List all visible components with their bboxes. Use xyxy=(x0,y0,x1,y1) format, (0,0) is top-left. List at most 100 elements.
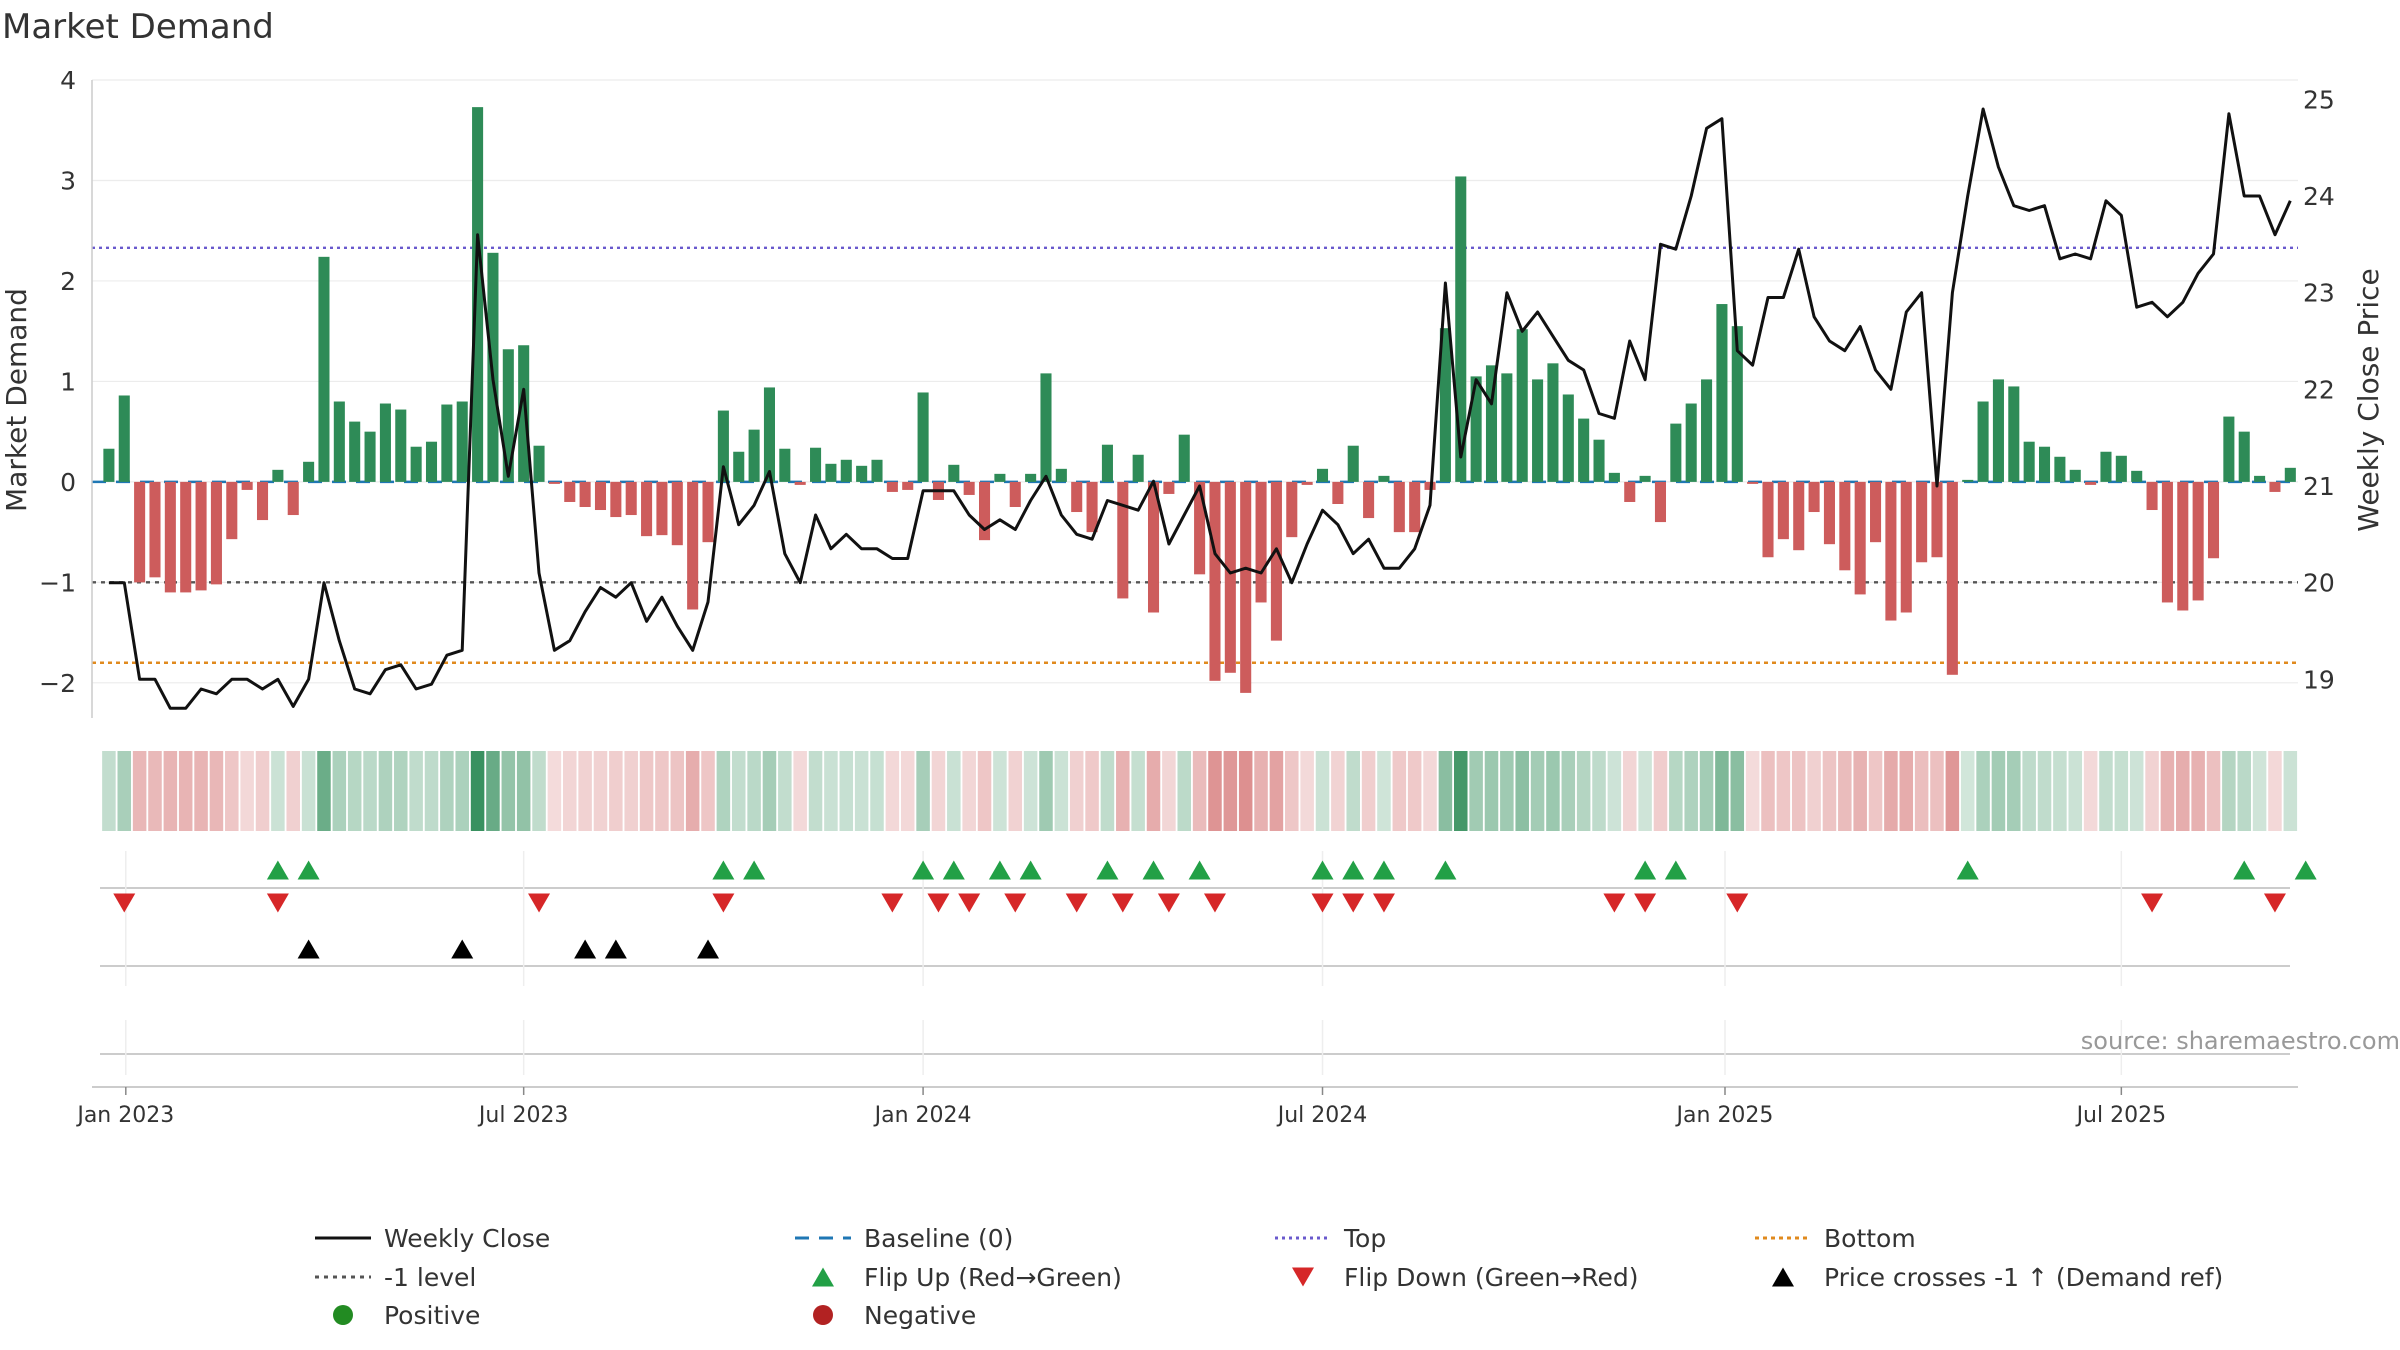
source-credit: source: sharemaestro.com xyxy=(2081,1027,2400,1055)
flip-down-marker xyxy=(1634,893,1657,913)
demand-bar xyxy=(1793,481,1805,551)
demand-bar xyxy=(1777,481,1789,540)
demand-bar xyxy=(1501,373,1513,482)
heat-cell xyxy=(1192,751,1207,831)
heat-cell xyxy=(363,751,377,831)
flip-down-marker xyxy=(528,893,551,913)
demand-bar xyxy=(1301,481,1313,485)
demand-bar xyxy=(779,448,791,482)
legend-swatch-positive xyxy=(333,1305,353,1325)
heat-cell xyxy=(1361,751,1376,831)
heat-cell xyxy=(2176,751,2190,831)
demand-bar xyxy=(1992,379,2004,482)
heat-cell xyxy=(1653,751,1668,831)
heat-cell xyxy=(409,751,423,831)
demand-bar xyxy=(1286,481,1298,538)
heat-cell xyxy=(148,751,162,831)
heat-cell xyxy=(2268,751,2282,831)
heat-cell xyxy=(1669,751,1683,831)
demand-bar xyxy=(395,409,407,482)
demand-bar xyxy=(1516,329,1528,482)
right-tick-label: 23 xyxy=(2303,279,2335,308)
heat-cell xyxy=(1023,751,1038,831)
heat-cell xyxy=(1515,751,1529,831)
demand-bar xyxy=(2146,481,2158,511)
demand-bar xyxy=(533,445,545,482)
x-tick-label: Jan 2024 xyxy=(873,1103,972,1128)
flip-up-marker xyxy=(2233,860,2256,880)
demand-bar xyxy=(287,481,299,516)
flip-up-marker xyxy=(988,860,1011,880)
heat-cell xyxy=(225,751,239,831)
flip-down-marker xyxy=(2141,893,2164,913)
heat-cell xyxy=(1684,751,1698,831)
demand-bar xyxy=(2100,451,2112,482)
demand-bar xyxy=(717,410,729,482)
heat-cell xyxy=(1438,751,1453,831)
demand-bar xyxy=(2131,470,2143,482)
flip-up-marker xyxy=(1634,860,1657,880)
demand-bar xyxy=(425,441,438,482)
demand-bar xyxy=(564,481,576,502)
flip-up-marker xyxy=(1096,860,1119,880)
demand-bar xyxy=(1854,481,1866,595)
heat-cell xyxy=(2222,751,2236,831)
legend-swatch-flip-down xyxy=(1292,1267,1314,1287)
left-tick-label: 1 xyxy=(60,367,76,396)
heat-cell xyxy=(1285,751,1299,831)
demand-bar xyxy=(1747,481,1759,484)
demand-bar xyxy=(994,473,1006,482)
demand-bar xyxy=(318,256,330,482)
heat-cell xyxy=(1592,751,1606,831)
right-tick-label: 19 xyxy=(2303,665,2335,694)
flip-up-marker xyxy=(1372,860,1395,880)
demand-bar xyxy=(256,481,269,521)
demand-bar xyxy=(2284,467,2296,482)
flip-up-marker xyxy=(743,860,766,880)
heat-cell xyxy=(716,751,731,831)
legend: Weekly Close Baseline (0) Top Bottom -1 leve… xyxy=(315,1224,2223,1330)
demand-bar xyxy=(103,448,115,482)
heat-cell xyxy=(1423,751,1437,831)
left-tick-label: 4 xyxy=(60,66,76,95)
demand-bar xyxy=(1870,481,1882,543)
heat-cell xyxy=(854,751,869,831)
demand-bar xyxy=(748,429,760,482)
heat-cell xyxy=(701,751,715,831)
heat-cell xyxy=(1407,751,1422,831)
demand-bar xyxy=(1409,481,1421,533)
demand-bar xyxy=(333,401,345,482)
demand-bar xyxy=(2161,481,2173,603)
heat-cell xyxy=(731,751,746,831)
left-axis-label: Market Demand xyxy=(0,288,33,512)
heat-cell xyxy=(2022,751,2036,831)
left-tick-label: −2 xyxy=(39,669,76,698)
flip-down-marker xyxy=(1603,893,1626,913)
heat-cell xyxy=(102,751,116,831)
demand-bar xyxy=(1224,481,1236,673)
heat-cell xyxy=(563,751,577,831)
flip-down-marker xyxy=(1157,893,1180,913)
demand-bar xyxy=(1209,481,1221,681)
flip-down-marker xyxy=(1111,893,1134,913)
demand-bar xyxy=(379,403,391,482)
demand-bar xyxy=(1977,401,1989,482)
demand-bar xyxy=(1117,481,1129,599)
heat-cell xyxy=(1530,751,1545,831)
heat-cell xyxy=(2114,751,2129,831)
flip-up-marker xyxy=(266,860,289,880)
heat-cell xyxy=(455,751,469,831)
heat-cell xyxy=(1238,751,1253,831)
demand-bar xyxy=(1363,481,1375,519)
legend-swatch-flip-up xyxy=(812,1267,834,1287)
demand-bar xyxy=(1532,379,1544,482)
cross-up-marker xyxy=(297,939,320,959)
heat-cell xyxy=(1254,751,1268,831)
demand-bar xyxy=(1485,365,1498,482)
heat-cell xyxy=(440,751,454,831)
heat-cell xyxy=(1776,751,1791,831)
demand-bar xyxy=(656,481,668,536)
demand-bar xyxy=(1716,304,1728,482)
demand-bar xyxy=(1762,481,1774,558)
